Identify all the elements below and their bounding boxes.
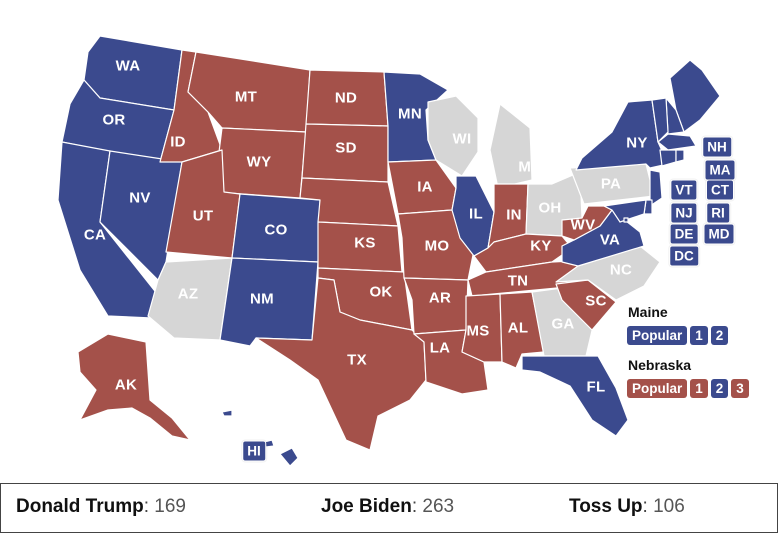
- state-nj[interactable]: [649, 169, 663, 207]
- state-label-sc: SC: [585, 292, 607, 310]
- state-label-nm: NM: [250, 290, 274, 308]
- popular-vote-button[interactable]: Popular: [627, 379, 688, 398]
- state-label-mo: MO: [424, 237, 450, 255]
- tally-trump: Donald Trump: 169: [16, 496, 186, 518]
- state-label-al: AL: [507, 319, 529, 337]
- tally-sep: :: [143, 496, 150, 517]
- state-ma[interactable]: [657, 133, 697, 151]
- state-label-mn: MN: [398, 105, 422, 123]
- state-md[interactable]: [603, 199, 647, 223]
- split-state-title: Maine: [628, 304, 668, 320]
- state-label-tx: TX: [347, 351, 367, 369]
- tally-tossup: Toss Up: 106: [569, 496, 685, 518]
- state-chip-md[interactable]: MD: [703, 223, 735, 245]
- state-label-ia: IA: [417, 178, 433, 196]
- state-vt[interactable]: [651, 97, 669, 143]
- state-label-co: CO: [264, 221, 288, 239]
- state-chip-ct[interactable]: CT: [706, 179, 734, 201]
- state-chip-nh[interactable]: NH: [702, 136, 732, 158]
- state-fl[interactable]: [521, 355, 629, 437]
- tally-bar: Donald Trump: 169 Joe Biden: 263 Toss Up…: [0, 483, 778, 533]
- state-chip-de[interactable]: DE: [669, 223, 699, 245]
- state-chip-ri[interactable]: RI: [706, 202, 730, 224]
- state-label-az: AZ: [177, 285, 199, 303]
- tally-count: 169: [154, 496, 186, 517]
- electoral-map: WA OR CA NV ID MT WY UT AZ CO NM ND SD KS OK TX MN IA MO AR…: [57, 35, 749, 467]
- split-state-title: Nebraska: [628, 357, 692, 373]
- popular-vote-button[interactable]: Popular: [627, 326, 688, 345]
- tally-name: Joe Biden: [321, 496, 412, 517]
- state-label-ak: AK: [114, 376, 138, 394]
- tally-count: 263: [422, 496, 455, 517]
- state-label-mi: MI: [518, 158, 536, 176]
- state-label-ga: GA: [551, 315, 575, 333]
- state-label-wy: WY: [246, 153, 272, 171]
- tally-name: Donald Trump: [16, 496, 144, 517]
- tally-sep: :: [411, 496, 418, 517]
- district-button[interactable]: 2: [710, 326, 729, 345]
- state-chip-vt[interactable]: VT: [670, 179, 698, 201]
- state-label-nc: NC: [609, 261, 633, 279]
- state-label-va: VA: [599, 231, 621, 249]
- state-label-ar: AR: [428, 289, 452, 307]
- state-label-oh: OH: [538, 199, 562, 217]
- tally-name: Toss Up: [569, 496, 643, 517]
- state-label-tn: TN: [507, 272, 529, 290]
- state-label-pa: PA: [600, 175, 622, 193]
- state-label-wv: WV: [570, 216, 596, 234]
- state-ct[interactable]: [659, 149, 677, 167]
- state-label-ks: KS: [354, 234, 376, 252]
- state-chip-nj[interactable]: NJ: [670, 202, 698, 224]
- state-label-wi: WI: [452, 130, 472, 148]
- state-label-la: LA: [429, 339, 451, 357]
- state-hi[interactable]: [279, 447, 299, 467]
- state-label-fl: FL: [586, 378, 606, 396]
- tally-biden: Joe Biden: 263: [321, 496, 454, 518]
- state-label-il: IL: [469, 205, 483, 223]
- state-label-ca: CA: [83, 226, 107, 244]
- state-label-mt: MT: [234, 88, 258, 106]
- state-label-in: IN: [506, 206, 522, 224]
- state-label-ut: UT: [192, 207, 214, 225]
- split-state-districts: Popular 1 2 3: [627, 379, 749, 398]
- state-label-wa: WA: [115, 57, 141, 75]
- us-states-map: [57, 35, 721, 467]
- state-label-ky: KY: [530, 237, 552, 255]
- state-tx[interactable]: [255, 277, 427, 451]
- state-dc[interactable]: [623, 217, 629, 223]
- state-chip-ma[interactable]: MA: [704, 159, 736, 181]
- district-button[interactable]: 3: [731, 379, 749, 398]
- state-label-nv: NV: [129, 189, 151, 207]
- tally-count: 106: [653, 496, 685, 517]
- state-chip-dc[interactable]: DC: [669, 245, 699, 267]
- state-label-sd: SD: [335, 139, 357, 157]
- district-button[interactable]: 1: [690, 326, 708, 345]
- state-label-id: ID: [170, 133, 186, 151]
- state-label-or: OR: [102, 111, 126, 129]
- state-hi[interactable]: [221, 409, 233, 417]
- state-label-ok: OK: [369, 283, 393, 301]
- tally-sep: :: [642, 496, 648, 517]
- state-ri[interactable]: [675, 149, 685, 163]
- district-button[interactable]: 2: [710, 379, 729, 398]
- state-label-ny: NY: [626, 134, 648, 152]
- state-label-ms: MS: [466, 322, 490, 340]
- state-ga[interactable]: [531, 287, 595, 357]
- state-ak[interactable]: [77, 333, 191, 441]
- state-wi[interactable]: [427, 95, 479, 177]
- state-chip-hi[interactable]: HI: [242, 440, 266, 462]
- state-label-nd: ND: [334, 89, 358, 107]
- split-state-districts: Popular 1 2: [627, 326, 729, 345]
- district-button[interactable]: 1: [690, 379, 708, 398]
